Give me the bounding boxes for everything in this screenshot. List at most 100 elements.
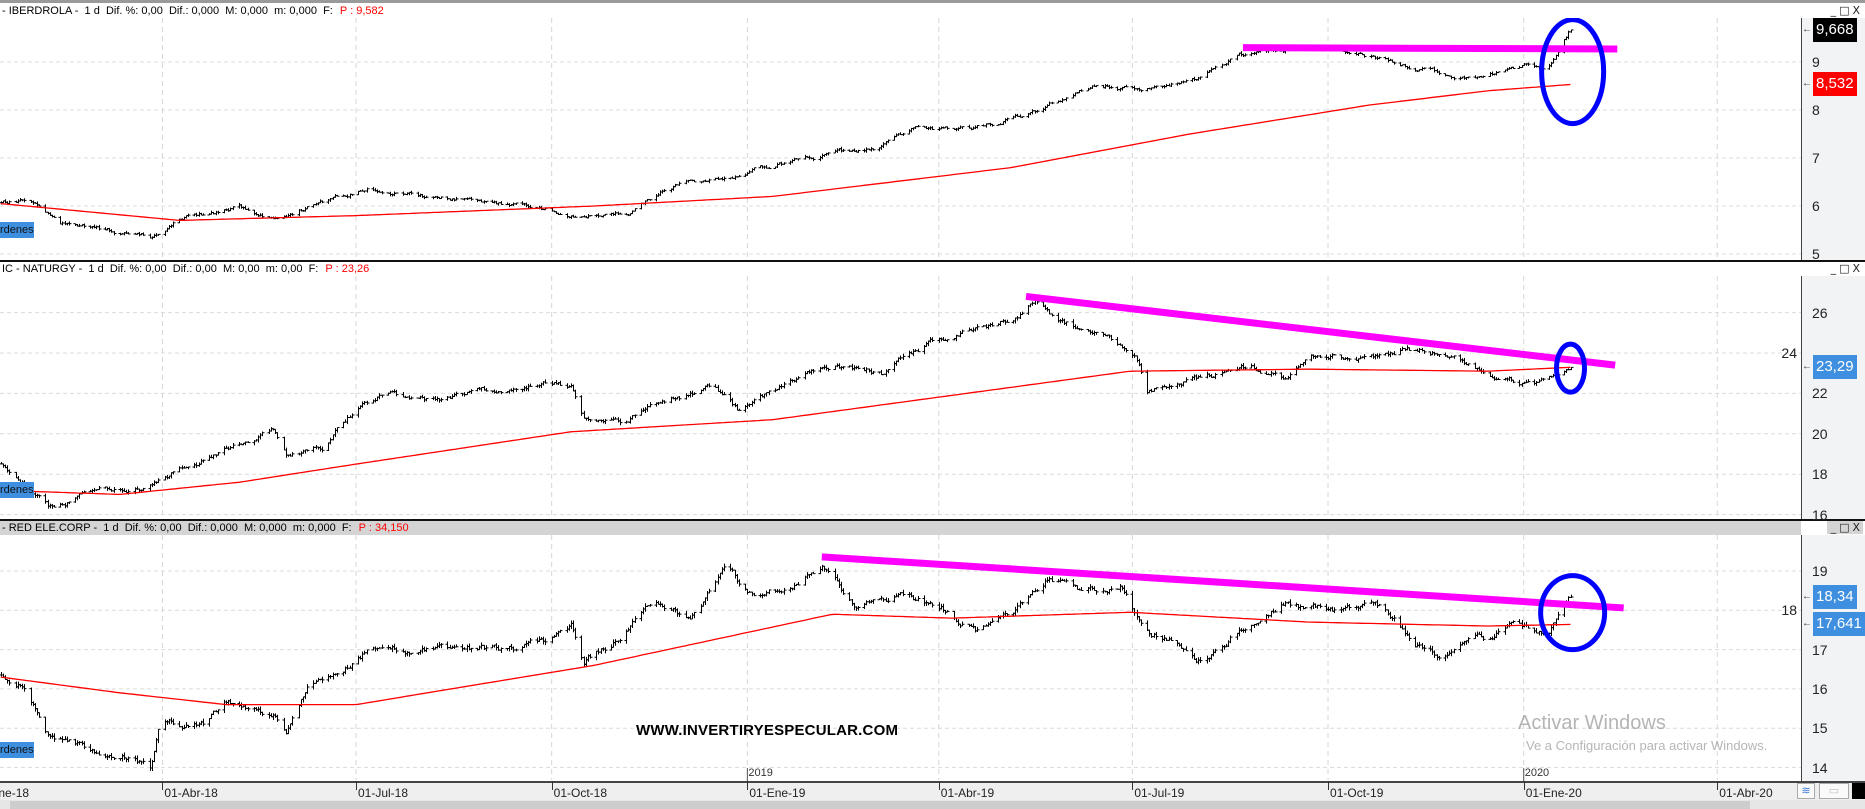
window-controls-red-electrica[interactable]: _□X: [1826, 521, 1863, 534]
price-bar: [735, 574, 740, 584]
price-bar: [796, 376, 801, 380]
price-bar: [1298, 604, 1303, 611]
price-bar: [1241, 362, 1246, 371]
price-bar: [1184, 646, 1189, 652]
price-bar: [1407, 347, 1412, 352]
price-bar: [1432, 66, 1437, 73]
price-bar: [1192, 76, 1197, 82]
period: 1 d: [88, 263, 104, 275]
save-button[interactable]: ▭: [1819, 783, 1849, 799]
date-tick-label: 01-Oct-18: [553, 786, 608, 800]
price-bar: [654, 599, 659, 608]
window-controls-iberdrola[interactable]: _□X: [1830, 4, 1863, 17]
price-bar: [126, 756, 131, 763]
price-bar: [1196, 657, 1201, 665]
price-bar: [558, 380, 563, 386]
price-bar: [941, 603, 946, 613]
price-bar: [1115, 86, 1120, 91]
dif-pct: Dif. %: 0,00: [109, 263, 167, 275]
price-bar: [297, 704, 302, 719]
price-bar: [246, 441, 251, 444]
price-bar: [884, 369, 889, 377]
scrollbar-thumb[interactable]: [10, 801, 1750, 809]
price-bar: [1362, 54, 1367, 58]
price-bar: [394, 647, 399, 654]
price-bar: [1047, 101, 1052, 106]
orders-label[interactable]: rdenes: [0, 482, 34, 498]
price-bar: [526, 383, 531, 392]
price-bar: [633, 616, 638, 624]
price-bar: [1437, 70, 1442, 76]
price-bar: [1496, 628, 1501, 635]
price-bar: [112, 756, 117, 761]
window-controls-naturgy[interactable]: _□X: [1830, 262, 1863, 275]
price-axis-red-electrica[interactable]: [1801, 535, 1865, 781]
moving-average-line: [0, 83, 1571, 222]
price-bar: [22, 684, 27, 692]
price-bar: [1145, 620, 1150, 631]
price-bar: [331, 672, 336, 680]
price-bar: [1466, 363, 1471, 366]
price-bar: [541, 636, 546, 645]
price-bar: [37, 204, 42, 207]
price-bar: [1198, 76, 1203, 80]
price-bar: [850, 363, 855, 371]
price-bar: [269, 427, 274, 432]
price-bar: [973, 625, 978, 633]
price-bar: [1235, 632, 1240, 640]
price-bar: [796, 158, 801, 161]
price-bar: [1175, 382, 1180, 389]
price-bar: [58, 502, 63, 508]
price-bar: [788, 378, 793, 386]
price-bar: [479, 642, 484, 650]
chart-panel-2: [0, 535, 1801, 780]
price-bar: [439, 643, 444, 649]
price-bar: [782, 381, 787, 389]
price-bar: [886, 368, 891, 374]
price-bar: [660, 399, 665, 405]
orders-label[interactable]: rdenes: [0, 222, 34, 238]
dif-pct: Dif. %: 0,00: [124, 522, 182, 534]
y-tick-label: 9: [1812, 54, 1820, 70]
price-bar: [156, 233, 161, 236]
price-bar: [1392, 614, 1397, 622]
orders-label[interactable]: rdenes: [0, 742, 34, 758]
price-bar: [782, 162, 787, 165]
price-axis-naturgy[interactable]: [1801, 276, 1865, 520]
panel-divider: [0, 260, 1865, 262]
price-bar: [284, 447, 289, 458]
price-bar: [907, 591, 912, 598]
price-bar: [350, 662, 355, 671]
price-bar: [656, 402, 661, 406]
price-bar: [818, 566, 823, 575]
price-bar: [165, 474, 170, 480]
price-axis-iberdrola[interactable]: [1801, 18, 1865, 261]
price-bar: [641, 607, 646, 615]
price-bar: [46, 731, 51, 737]
period: 1 d: [84, 5, 100, 17]
price-bar: [984, 324, 989, 329]
price-bar: [1220, 63, 1225, 69]
price-bar: [1145, 369, 1150, 395]
price-bar: [422, 396, 427, 403]
price-bar: [1332, 354, 1337, 356]
price-bar: [424, 397, 429, 402]
chart-type-button[interactable]: ≋: [1797, 783, 1815, 799]
price-bar: [835, 148, 840, 153]
price-bar: [43, 716, 48, 734]
price-bar: [454, 391, 459, 397]
charts-canvas[interactable]: [0, 0, 1801, 781]
date-axis[interactable]: [0, 781, 1865, 800]
price-bar: [275, 714, 280, 722]
price-bar: [1437, 354, 1442, 357]
price-bar: [371, 186, 376, 192]
price-bar: [1058, 319, 1063, 324]
color-swatch-button[interactable]: [1852, 783, 1865, 799]
price-bar: [1526, 379, 1531, 383]
max: M: 0,000: [243, 522, 287, 534]
price-bar: [371, 399, 376, 404]
price-bar: [573, 215, 578, 218]
price-bar: [1392, 351, 1397, 356]
price-bar: [1018, 600, 1023, 609]
price-bar: [201, 718, 206, 727]
